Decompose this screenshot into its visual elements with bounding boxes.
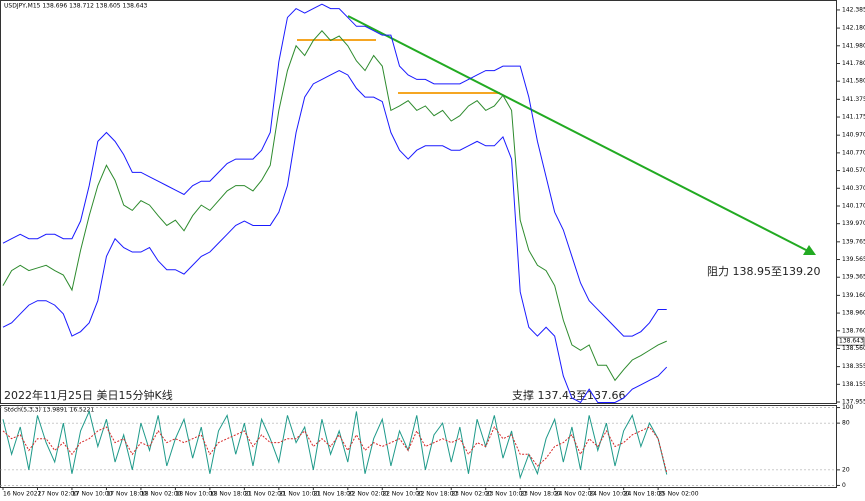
trend-line [347, 15, 809, 252]
y-tick-label: 139.565 [842, 256, 865, 263]
x-tick-label: 24 Nov 10:00 [589, 491, 630, 498]
x-tick-label: 23 Nov 02:00 [451, 491, 492, 498]
y-tick-label: 140.970 [842, 132, 865, 139]
y-tick-label: 140.370 [842, 185, 865, 192]
x-tick-label: 24 Nov 18:00 [624, 491, 665, 498]
series-line [2, 409, 668, 480]
y-tick-label: 139.365 [842, 274, 865, 281]
price-label: 138.643 [839, 338, 864, 345]
y-tick-label: 80 [842, 420, 850, 427]
y-tick-label: 141.780 [842, 60, 865, 67]
y-tick-label: 20 [842, 466, 850, 473]
x-tick-label: 17 Nov 10:00 [72, 491, 113, 498]
series-line [2, 3, 667, 337]
series-line [2, 426, 668, 473]
x-tick-label: 23 Nov 10:00 [486, 491, 527, 498]
y-tick-label: 142.385 [842, 6, 865, 13]
chart-title: USDJPY,M15 138.696 138.712 138.605 138.6… [4, 3, 148, 10]
x-tick-label: 18 Nov 10:00 [175, 491, 216, 498]
y-tick-label: 138.355 [842, 363, 865, 370]
x-tick-label: 22 Nov 02:00 [348, 491, 389, 498]
y-tick-label: 138.560 [842, 345, 865, 352]
y-tick-label: 140.570 [842, 167, 865, 174]
x-tick-label: 22 Nov 10:00 [382, 491, 423, 498]
stoch-panel [0, 405, 837, 488]
y-tick-label: 138.155 [842, 381, 865, 388]
x-tick-label: 25 Nov 02:00 [658, 491, 699, 498]
y-tick-label: 141.375 [842, 96, 865, 103]
x-tick-label: 21 Nov 18:00 [313, 491, 354, 498]
y-tick-label: 140.770 [842, 149, 865, 156]
y-tick-label: 138.960 [842, 310, 865, 317]
x-tick-label: 16 Nov 2022 [3, 491, 42, 498]
y-tick-label: 0 [842, 482, 846, 489]
y-tick-label: 139.160 [842, 292, 865, 299]
x-tick-label: 21 Nov 10:00 [279, 491, 320, 498]
y-tick-label: 100 [842, 404, 854, 411]
x-tick-label: 18 Nov 02:00 [141, 491, 182, 498]
y-tick-label: 139.765 [842, 238, 865, 245]
annotation: 支撑 137.43至137.66 [512, 388, 625, 402]
x-tick-label: 18 Nov 18:00 [210, 491, 251, 498]
x-tick-label: 24 Nov 02:00 [555, 491, 596, 498]
annotation: 阻力 138.95至139.20 [707, 265, 820, 278]
y-tick-label: 141.980 [842, 42, 865, 49]
x-tick-label: 21 Nov 02:00 [244, 491, 285, 498]
x-tick-label: 23 Nov 18:00 [520, 491, 561, 498]
x-tick-label: 22 Nov 18:00 [417, 491, 458, 498]
stoch-title: Stoch(5,3,3) 13.9891 16.5221 [4, 407, 95, 414]
y-tick-label: 137.955 [842, 399, 865, 406]
y-tick-label: 140.170 [842, 202, 865, 209]
y-tick-label: 141.175 [842, 114, 865, 121]
annotation: 2022年11月25日 美日15分钟K线 [4, 388, 173, 402]
x-tick-label: 17 Nov 02:00 [37, 491, 78, 498]
trend-arrow [803, 245, 816, 255]
y-tick-label: 138.760 [842, 327, 865, 334]
series-line [2, 70, 668, 404]
y-tick-label: 141.580 [842, 78, 865, 85]
x-tick-label: 17 Nov 18:00 [106, 491, 147, 498]
y-tick-label: 139.970 [842, 220, 865, 227]
series-line [2, 29, 667, 382]
y-tick-label: 142.180 [842, 25, 865, 32]
price-box [836, 336, 865, 346]
